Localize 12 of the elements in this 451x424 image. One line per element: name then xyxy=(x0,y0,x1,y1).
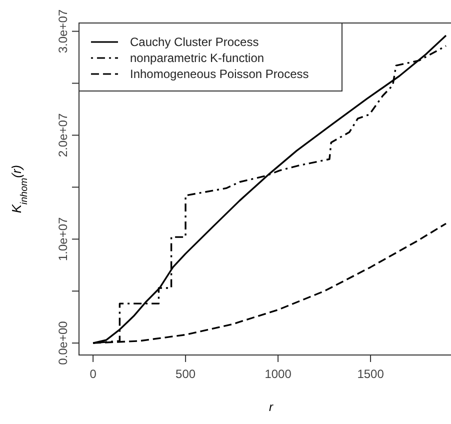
legend-label: Inhomogeneous Poisson Process xyxy=(130,67,309,81)
x-tick-label: 0 xyxy=(90,367,97,381)
legend-label: Cauchy Cluster Process xyxy=(130,35,259,49)
y-tick-label: 0.0e+00 xyxy=(56,320,70,365)
x-tick-label: 500 xyxy=(176,367,196,381)
y-tick-label: 3.0e+07 xyxy=(56,9,70,54)
y-tick-label: 1.0e+07 xyxy=(56,216,70,261)
x-tick-label: 1000 xyxy=(264,367,292,381)
x-tick-label: 1500 xyxy=(357,367,384,381)
x-axis-title: r xyxy=(269,400,274,414)
y-tick-label: 2.0e+07 xyxy=(56,113,70,158)
legend-label: nonparametric K-function xyxy=(130,51,264,65)
